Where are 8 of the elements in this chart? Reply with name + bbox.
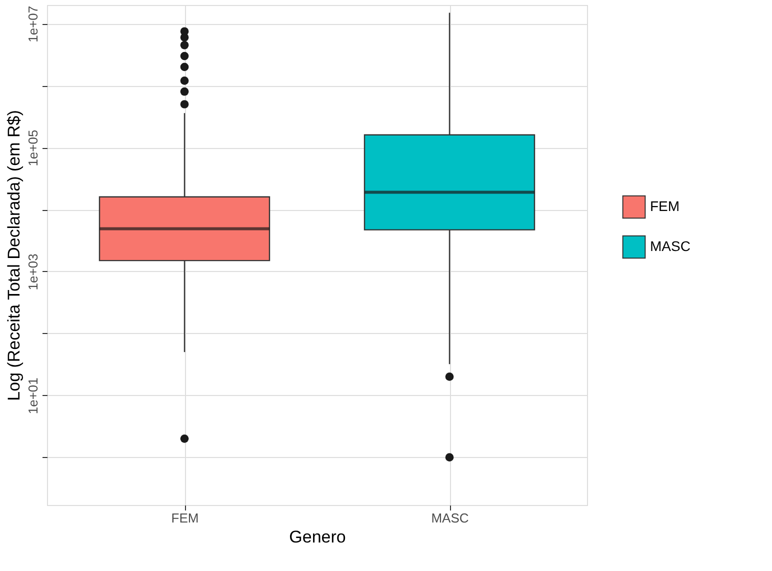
y-tick-label: 1e+07 <box>26 6 40 42</box>
x-axis-title: Genero <box>289 528 346 546</box>
legend-label: MASC <box>650 238 690 254</box>
y-tick-label: 1e+05 <box>26 130 40 166</box>
y-axis-title: Log (Receita Total Declarada) (em R$) <box>4 110 24 401</box>
y-tick-label: 1e+01 <box>26 378 40 414</box>
y-tick-label: 1e+03 <box>26 254 40 290</box>
legend-label: FEM <box>650 198 680 214</box>
